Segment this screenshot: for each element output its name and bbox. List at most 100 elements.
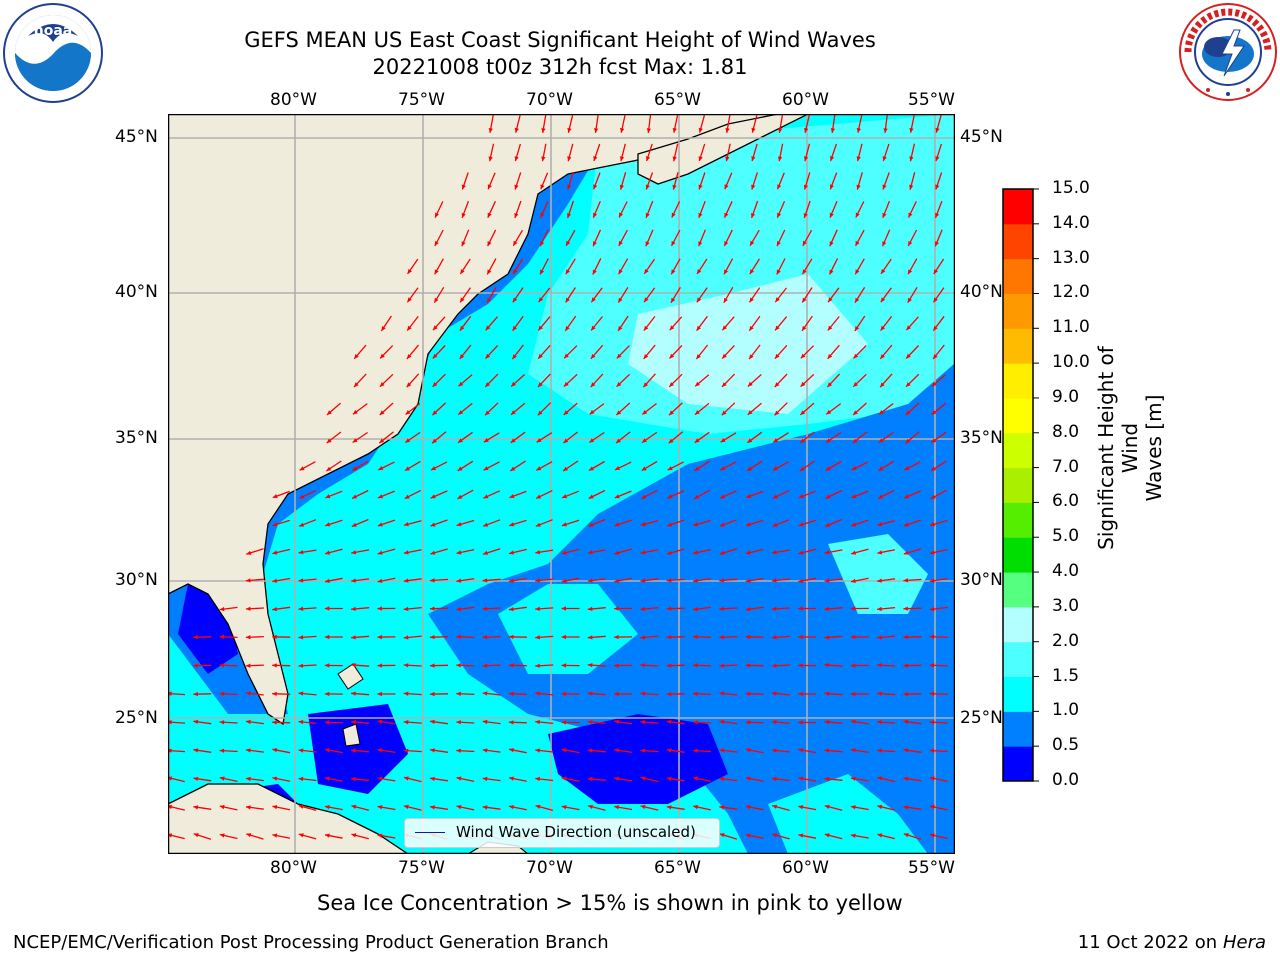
wind-wave-arrowhead — [877, 635, 882, 640]
wind-wave-arrowhead — [456, 804, 462, 810]
wind-wave-arrowhead — [537, 410, 543, 416]
wind-wave-arrowhead — [430, 748, 435, 753]
wind-wave-arrowhead — [563, 438, 569, 443]
wind-wave-arrowhead — [667, 522, 673, 527]
wind-wave-arrowhead — [929, 776, 935, 781]
wind-wave-arrowhead — [672, 184, 677, 190]
wind-wave-arrowhead — [430, 522, 436, 527]
colorbar-tick-label: 13.0 — [1052, 247, 1090, 268]
wind-wave-arrowhead — [614, 634, 619, 640]
wind-wave-arrowhead — [377, 805, 383, 810]
land-maritimes — [637, 114, 809, 185]
wind-wave-arrowhead — [587, 550, 593, 555]
wind-wave-arrowhead — [877, 578, 882, 583]
wind-wave-arrowhead — [856, 127, 861, 133]
wind-wave-arrowhead — [827, 382, 833, 388]
wind-wave-arrowhead — [773, 438, 779, 443]
wind-wave-arrowhead — [567, 213, 572, 218]
wind-wave-arrowhead — [641, 494, 647, 499]
wind-wave-arrowhead — [536, 438, 542, 443]
wind-wave-arrowhead — [432, 438, 437, 444]
wind-wave-arrowhead — [798, 606, 803, 611]
wind-wave-arrowhead — [824, 606, 830, 611]
wind-wave-arrowhead — [298, 663, 304, 668]
wind-wave-arrowhead — [850, 748, 856, 753]
wind-wave-arrowhead — [432, 353, 438, 359]
wind-wave-arrowhead — [745, 805, 751, 810]
wind-wave-arrowhead — [430, 550, 436, 555]
wind-wave-arrowhead — [745, 663, 751, 668]
wind-wave-arrowhead — [802, 297, 807, 303]
wind-wave-arrowhead — [719, 776, 725, 782]
wind-wave-arrowhead — [747, 438, 753, 443]
wind-wave-arrowhead — [645, 156, 651, 162]
wind-wave-arrowhead — [747, 410, 753, 415]
wind-wave-arrowhead — [272, 748, 278, 753]
wind-wave-arrowhead — [935, 156, 940, 162]
wind-wave-arrowhead — [403, 691, 409, 696]
wind-wave-arrowhead — [749, 354, 754, 360]
wind-wave-arrowhead — [587, 635, 593, 640]
wind-wave-arrowhead — [246, 833, 252, 838]
wind-wave-arrowhead — [882, 156, 887, 162]
wind-wave-arrowhead — [725, 156, 730, 162]
wind-wave-arrowhead — [535, 776, 540, 782]
wind-wave-arrowhead — [324, 720, 330, 725]
wind-wave-arrowhead — [513, 269, 518, 275]
wind-wave-arrowhead — [567, 184, 572, 190]
wind-wave-arrowhead — [719, 635, 724, 640]
wind-wave-arrowhead — [351, 606, 356, 611]
wind-wave-arrowhead — [745, 720, 751, 725]
colorbar-label-line1: Significant Height of Wind — [1094, 346, 1142, 550]
wind-wave-arrowhead — [535, 691, 540, 696]
wind-wave-arrowhead — [508, 634, 514, 640]
wind-wave-arrowhead — [825, 494, 831, 499]
wind-wave-arrowhead — [535, 748, 540, 753]
wind-wave-arrowhead — [749, 269, 754, 275]
wind-wave-arrowhead — [430, 719, 435, 724]
wind-wave-arrowhead — [798, 578, 804, 583]
wind-wave-arrowhead — [722, 353, 727, 359]
wind-wave-arrowhead — [903, 578, 909, 583]
wind-wave-arrowhead — [777, 241, 781, 247]
wind-wave-arrowhead — [325, 578, 330, 583]
wind-wave-arrowhead — [561, 522, 567, 527]
wind-wave-arrowhead — [850, 663, 856, 668]
wind-wave-arrowhead — [772, 748, 777, 753]
wind-wave-arrowhead — [509, 522, 515, 527]
wind-wave-arrowhead — [882, 212, 887, 218]
wind-wave-arrowhead — [193, 719, 199, 724]
map-legend: Wind Wave Direction (unscaled) — [404, 818, 720, 848]
wind-wave-arrowhead — [483, 466, 489, 471]
wind-wave-arrowhead — [802, 240, 807, 246]
wind-wave-arrowhead — [272, 833, 278, 838]
wave-intrusion-2 — [768, 774, 928, 854]
wind-wave-arrowhead — [487, 241, 492, 247]
wind-wave-arrowhead — [458, 438, 463, 443]
wind-wave-arrowhead — [903, 776, 909, 781]
wind-wave-arrowhead — [693, 634, 698, 639]
wind-wave-arrowhead — [905, 410, 911, 416]
wind-wave-arrowhead — [487, 297, 492, 303]
wind-wave-arrowhead — [933, 297, 938, 303]
wind-wave-arrowhead — [830, 128, 835, 133]
wind-wave-arrowhead — [800, 353, 806, 359]
wind-wave-arrowhead — [614, 776, 619, 781]
wind-wave-arrowhead — [880, 382, 885, 388]
wind-wave-arrowhead — [219, 804, 225, 810]
wind-wave-arrowhead — [509, 748, 514, 753]
wind-wave-arrowhead — [667, 550, 672, 555]
wind-wave-arrowhead — [777, 184, 782, 190]
wind-wave-arrowhead — [246, 550, 252, 555]
wind-wave-arrowhead — [853, 353, 859, 359]
wind-wave-arrowhead — [456, 720, 461, 725]
wind-wave-arrowhead — [693, 691, 698, 696]
wind-wave-arrowhead — [619, 184, 624, 190]
lat-label-right-25n: 25°N — [960, 708, 1003, 728]
wind-wave-arrowhead — [485, 410, 490, 416]
wind-wave-arrowhead — [433, 325, 438, 331]
wind-wave-arrowhead — [561, 776, 567, 781]
wind-wave-arrowhead — [326, 438, 332, 443]
wind-wave-arrowhead — [593, 156, 598, 161]
wind-wave-arrowhead — [514, 156, 519, 162]
